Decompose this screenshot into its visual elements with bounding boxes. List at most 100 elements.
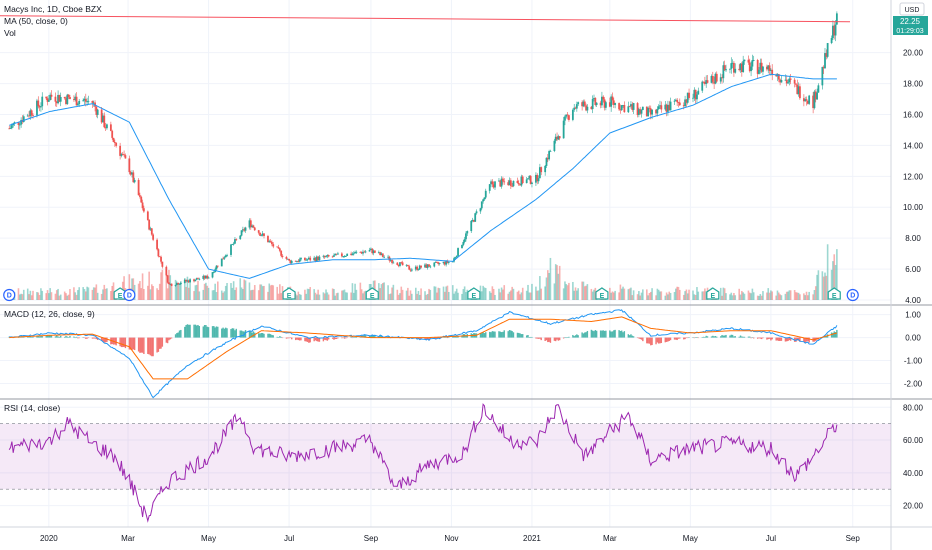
currency-badge[interactable] — [899, 2, 925, 16]
volume-bar — [309, 287, 311, 300]
svg-text:E: E — [118, 293, 123, 300]
volume-bar — [41, 290, 44, 300]
candle-body — [825, 53, 828, 57]
macd-hist-bar — [665, 337, 668, 342]
earnings-marker[interactable]: E — [595, 287, 609, 300]
macd-hist-bar — [205, 325, 207, 338]
candle-body — [730, 63, 733, 69]
macd-hist-bar — [355, 336, 358, 338]
volume-bar — [692, 290, 694, 300]
volume-bar — [355, 289, 358, 300]
macd-hist-bar — [767, 337, 769, 340]
volume-bar — [725, 293, 727, 300]
volume-bar — [360, 289, 363, 300]
macd-hist-bar — [244, 330, 247, 338]
macd-hist-bar — [368, 335, 371, 338]
candle-body — [211, 272, 214, 278]
macd-hist-bar — [65, 335, 67, 338]
volume-bar — [729, 294, 731, 300]
candle-body — [723, 65, 726, 71]
macd-hist-bar — [280, 336, 282, 338]
vol-legend[interactable]: Vol — [4, 28, 16, 38]
candle-body — [212, 272, 215, 273]
candle-body — [414, 266, 417, 270]
horizontal-line[interactable] — [0, 15, 851, 23]
macd-hist-bar — [701, 337, 703, 338]
macd-hist-bar — [494, 331, 496, 338]
volume-bar — [28, 294, 30, 300]
candle-body — [701, 81, 704, 91]
macd-hist-bar — [193, 324, 195, 338]
dividend-marker[interactable]: D — [123, 288, 136, 302]
candle-body — [389, 260, 392, 261]
macd-hist-bar — [489, 331, 491, 338]
macd-hist-bar — [207, 327, 210, 338]
earnings-marker[interactable]: E — [365, 287, 379, 300]
macd-hist-bar — [599, 330, 602, 338]
macd-hist-bar — [37, 335, 39, 338]
macd-hist-bar — [832, 332, 834, 338]
volume-bar — [627, 289, 630, 300]
volume-bar — [825, 275, 828, 300]
candle-body — [187, 280, 190, 283]
macd-axis[interactable]: 1.00 0.00 -1.00 -2.00 — [904, 311, 923, 389]
candle-body — [777, 74, 780, 80]
macd-hist-bar — [161, 337, 164, 347]
candle-body — [433, 262, 436, 267]
macd-hist-bar — [768, 337, 771, 339]
earnings-marker[interactable]: E — [467, 287, 481, 300]
candle-body — [674, 99, 677, 101]
macd-hist-bar — [713, 336, 715, 338]
candle-body — [92, 102, 95, 104]
candle-body — [202, 275, 205, 279]
volume-bar — [669, 292, 672, 300]
macd-hist-bar — [688, 337, 690, 338]
earnings-marker[interactable]: E — [706, 287, 720, 300]
volume-bar — [20, 293, 22, 300]
macd-hist-bar — [133, 337, 136, 351]
candle-body — [84, 98, 87, 102]
macd-hist-bar — [354, 337, 356, 338]
macd-hist-bar — [805, 337, 808, 342]
candle-body — [599, 102, 602, 106]
macd-hist-bar — [165, 337, 168, 343]
candle-body — [8, 128, 11, 130]
rsi-axis[interactable]: 20.00 40.00 60.00 80.00 — [903, 403, 924, 510]
macd-hist-bar — [613, 330, 615, 338]
macd-hist-bar — [568, 336, 570, 338]
ma-legend[interactable]: MA (50, close, 0) — [4, 16, 68, 26]
macd-hist-bar — [120, 337, 123, 348]
macd-hist-bar — [833, 331, 835, 338]
earnings-marker[interactable]: E — [827, 287, 841, 300]
macd-legend[interactable]: MACD (12, 26, close, 9) — [4, 309, 95, 319]
macd-hist-bar — [721, 335, 723, 338]
time-tick-label: Jul — [766, 534, 776, 543]
volume-bar — [762, 291, 764, 300]
dividend-marker[interactable]: D — [846, 288, 859, 302]
rsi-legend[interactable]: RSI (14, close) — [4, 403, 60, 413]
time-axis[interactable]: 2020 Mar May Jul Sep Nov 2021 Mar May Jul Sep — [40, 534, 860, 543]
macd-hist-bar — [795, 337, 797, 342]
dividend-marker[interactable]: D — [3, 288, 16, 302]
macd-hist-bar — [738, 336, 740, 338]
price-axis[interactable]: 4.00 6.00 8.00 10.00 12.00 14.00 16.00 18.00 20.… — [903, 49, 924, 305]
candle-body — [471, 219, 474, 221]
macd-hist-bar — [67, 337, 70, 338]
volume-bar — [19, 294, 21, 300]
volume-bar — [701, 291, 704, 300]
macd-hist-bar — [507, 331, 509, 338]
macd-hist-bar — [646, 337, 648, 344]
macd-hist-bar — [742, 336, 744, 338]
candle-body — [170, 283, 173, 286]
candle-body — [447, 262, 450, 263]
earnings-marker[interactable]: E — [282, 287, 296, 300]
macd-hist-bar — [784, 337, 787, 342]
macd-hist-bar — [309, 337, 311, 343]
candle-body — [129, 172, 132, 175]
price-tick-label: 16.00 — [903, 110, 924, 119]
volume-bar — [704, 288, 706, 300]
candle-body — [751, 60, 754, 67]
macd-hist-bar — [479, 332, 482, 338]
